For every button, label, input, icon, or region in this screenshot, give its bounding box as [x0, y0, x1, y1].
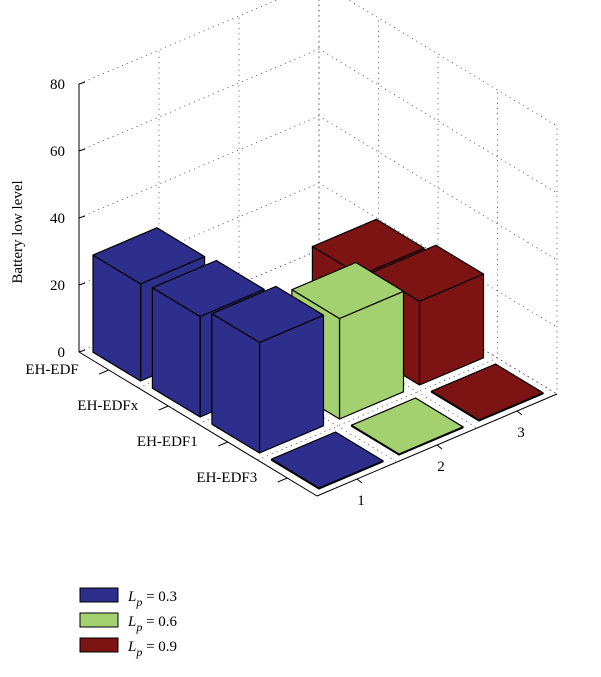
category-tick-mark	[217, 441, 228, 447]
grid-line	[78, 182, 558, 328]
row-axis-line	[78, 351, 318, 497]
bar-top-face	[211, 285, 325, 343]
legend-swatch	[79, 612, 119, 628]
depth-tick-mark	[436, 444, 443, 450]
bar-top-face	[311, 218, 425, 276]
y-tick-mark	[78, 282, 86, 286]
bar	[270, 431, 384, 490]
y-tick-label: 40	[50, 211, 65, 227]
y-axis-label: Battery low level	[10, 180, 26, 283]
legend-label: Lp = 0.9	[127, 639, 177, 659]
grid-line	[78, 48, 558, 194]
y-tick-label: 60	[50, 144, 65, 160]
bar-top-face	[350, 397, 464, 455]
axis-layer	[78, 81, 558, 497]
category-tick-mark	[98, 369, 109, 375]
category-tick-mark	[277, 477, 288, 483]
bar-top-face	[151, 259, 265, 318]
bar	[350, 397, 464, 456]
legend: Lp = 0.3 Lp = 0.6 Lp = 0.9	[79, 587, 178, 659]
y-tick-mark	[78, 349, 86, 353]
legend-swatch	[79, 587, 119, 603]
y-tick-mark	[78, 215, 86, 219]
y-tick-label: 0	[58, 345, 66, 361]
legend-label: Lp = 0.3	[127, 589, 177, 609]
grid-line	[78, 115, 558, 261]
bar-top-face	[291, 261, 405, 320]
category-label: EH-EDF	[25, 362, 78, 378]
legend-swatch	[79, 637, 119, 653]
y-tick-mark	[78, 81, 86, 85]
y-tick-label: 80	[50, 77, 65, 93]
legend-label: Lp = 0.6	[127, 614, 178, 634]
depth-tick-mark	[356, 478, 363, 484]
bars-layer	[92, 218, 544, 490]
bar-top-face	[270, 431, 384, 489]
bar-top-face	[430, 363, 544, 421]
grid-line	[78, 0, 558, 127]
depth-tick-label: 3	[517, 425, 525, 441]
bar-top-face	[92, 227, 206, 285]
category-tick-mark	[158, 405, 169, 411]
depth-tick-mark	[516, 410, 523, 416]
category-label: EH-EDF1	[137, 434, 198, 450]
bar	[430, 363, 544, 422]
y-tick-mark	[78, 148, 86, 152]
bar	[291, 261, 405, 420]
bar	[211, 285, 325, 454]
depth-tick-label: 1	[357, 493, 365, 509]
labels-layer: 0 20 40 60 80 EH-EDF EH-EDFx EH-EDF1 EH-EDF3 1 2 3	[25, 77, 524, 509]
category-label: EH-EDF3	[196, 470, 257, 486]
y-tick-label: 20	[50, 278, 65, 294]
depth-tick-label: 2	[437, 459, 445, 475]
category-label: EH-EDFx	[77, 398, 138, 414]
